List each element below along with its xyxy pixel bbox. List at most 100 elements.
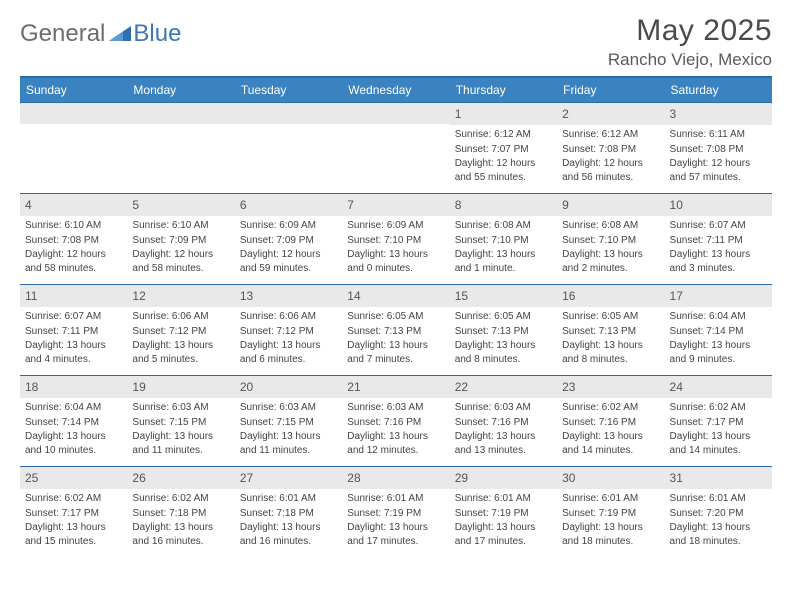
calendar-week: 18Sunrise: 6:04 AMSunset: 7:14 PMDayligh… [20,375,772,466]
day-number: 25 [20,467,127,489]
day-number: 7 [342,194,449,216]
sunset-line: Sunset: 7:14 PM [670,325,767,339]
dow-header: Friday [557,78,664,102]
sunset-line: Sunset: 7:16 PM [562,416,659,430]
sunrise-line: Sunrise: 6:12 AM [562,128,659,142]
day-body: Sunrise: 6:01 AMSunset: 7:20 PMDaylight:… [665,489,772,555]
day-body: Sunrise: 6:07 AMSunset: 7:11 PMDaylight:… [20,307,127,373]
dow-header: Tuesday [235,78,342,102]
day-body: Sunrise: 6:01 AMSunset: 7:18 PMDaylight:… [235,489,342,555]
day-number: 9 [557,194,664,216]
sunset-line: Sunset: 7:13 PM [455,325,552,339]
sunrise-line: Sunrise: 6:05 AM [455,310,552,324]
day-number: 4 [20,194,127,216]
day-cell: 14Sunrise: 6:05 AMSunset: 7:13 PMDayligh… [342,285,449,375]
day-body: Sunrise: 6:03 AMSunset: 7:15 PMDaylight:… [235,398,342,464]
day-number: 24 [665,376,772,398]
daylight-line: Daylight: 13 hours and 8 minutes. [562,339,659,366]
daylight-line: Daylight: 13 hours and 3 minutes. [670,248,767,275]
day-cell: 4Sunrise: 6:10 AMSunset: 7:08 PMDaylight… [20,194,127,284]
day-number: 13 [235,285,342,307]
day-number: 26 [127,467,234,489]
day-number: 16 [557,285,664,307]
day-number: 30 [557,467,664,489]
day-cell: 2 Sunrise: 6:12 AMSunset: 7:08 PMDaylight… [557,103,664,193]
daylight-line: Daylight: 12 hours and 57 minutes. [670,157,767,184]
day-number: 15 [450,285,557,307]
daylight-line: Daylight: 13 hours and 15 minutes. [25,521,122,548]
day-number: 29 [450,467,557,489]
day-number: 27 [235,467,342,489]
day-cell: 16 Sunrise: 6:05 AMSunset: 7:13 PMDayligh… [557,285,664,375]
day-cell: 10Sunrise: 6:07 AMSunset: 7:11 PMDayligh… [665,194,772,284]
day-body: Sunrise: 6:02 AMSunset: 7:16 PMDaylight:… [557,398,664,464]
day-cell: 30Sunrise: 6:01 AMSunset: 7:19 PMDayligh… [557,467,664,557]
day-cell [127,103,234,193]
day-body: Sunrise: 6:08 AMSunset: 7:10 PMDaylight:… [450,216,557,282]
sunrise-line: Sunrise: 6:04 AM [25,401,122,415]
day-cell [235,103,342,193]
daylight-line: Daylight: 13 hours and 11 minutes. [240,430,337,457]
day-cell: 21Sunrise: 6:03 AMSunset: 7:16 PMDayligh… [342,376,449,466]
sunrise-line: Sunrise: 6:02 AM [562,401,659,415]
day-cell: 26Sunrise: 6:02 AMSunset: 7:18 PMDayligh… [127,467,234,557]
day-body: Sunrise: 6:06 AMSunset: 7:12 PMDaylight:… [235,307,342,373]
day-number: 1 [450,103,557,125]
day-number: 11 [20,285,127,307]
sunrise-line: Sunrise: 6:11 AM [670,128,767,142]
day-body: Sunrise: 6:10 AMSunset: 7:08 PMDaylight:… [20,216,127,282]
sunrise-line: Sunrise: 6:07 AM [670,219,767,233]
day-cell: 11Sunrise: 6:07 AMSunset: 7:11 PMDayligh… [20,285,127,375]
daylight-line: Daylight: 13 hours and 2 minutes. [562,248,659,275]
daylight-line: Daylight: 12 hours and 55 minutes. [455,157,552,184]
sunset-line: Sunset: 7:08 PM [562,143,659,157]
brand-triangle-icon [109,26,131,44]
day-body: Sunrise: 6:04 AMSunset: 7:14 PMDaylight:… [20,398,127,464]
day-number: 2 [557,103,664,125]
day-body: Sunrise: 6:10 AMSunset: 7:09 PMDaylight:… [127,216,234,282]
day-number: 12 [127,285,234,307]
day-body: Sunrise: 6:03 AMSunset: 7:16 PMDaylight:… [450,398,557,464]
day-cell: 15 Sunrise: 6:05 AMSunset: 7:13 PMDayligh… [450,285,557,375]
day-body: Sunrise: 6:11 AMSunset: 7:08 PMDaylight:… [665,125,772,191]
day-cell: 9Sunrise: 6:08 AMSunset: 7:10 PMDaylight… [557,194,664,284]
daylight-line: Daylight: 13 hours and 16 minutes. [132,521,229,548]
day-cell: 27Sunrise: 6:01 AMSunset: 7:18 PMDayligh… [235,467,342,557]
dow-header-row: SundayMondayTuesdayWednesdayThursdayFrid… [20,78,772,102]
daylight-line: Daylight: 13 hours and 12 minutes. [347,430,444,457]
sunset-line: Sunset: 7:18 PM [240,507,337,521]
daylight-line: Daylight: 13 hours and 8 minutes. [455,339,552,366]
sunset-line: Sunset: 7:19 PM [455,507,552,521]
day-number: 17 [665,285,772,307]
sunrise-line: Sunrise: 6:02 AM [670,401,767,415]
sunrise-line: Sunrise: 6:04 AM [670,310,767,324]
sunrise-line: Sunrise: 6:05 AM [562,310,659,324]
day-cell: 31Sunrise: 6:01 AMSunset: 7:20 PMDayligh… [665,467,772,557]
sunset-line: Sunset: 7:13 PM [562,325,659,339]
sunrise-line: Sunrise: 6:01 AM [670,492,767,506]
day-cell [20,103,127,193]
day-cell: 6Sunrise: 6:09 AMSunset: 7:09 PMDaylight… [235,194,342,284]
day-number [20,103,127,124]
sunset-line: Sunset: 7:19 PM [347,507,444,521]
sunset-line: Sunset: 7:18 PM [132,507,229,521]
sunrise-line: Sunrise: 6:01 AM [347,492,444,506]
daylight-line: Daylight: 13 hours and 9 minutes. [670,339,767,366]
day-body: Sunrise: 6:06 AMSunset: 7:12 PMDaylight:… [127,307,234,373]
sunset-line: Sunset: 7:15 PM [240,416,337,430]
day-number: 18 [20,376,127,398]
sunrise-line: Sunrise: 6:10 AM [25,219,122,233]
calendar-body: 1Sunrise: 6:12 AMSunset: 7:07 PMDaylight… [20,102,772,557]
brand-text-2: Blue [133,20,181,48]
day-cell: 13Sunrise: 6:06 AMSunset: 7:12 PMDayligh… [235,285,342,375]
sunrise-line: Sunrise: 6:01 AM [240,492,337,506]
daylight-line: Daylight: 12 hours and 58 minutes. [132,248,229,275]
day-cell: 8Sunrise: 6:08 AMSunset: 7:10 PMDaylight… [450,194,557,284]
sunset-line: Sunset: 7:20 PM [670,507,767,521]
day-number: 5 [127,194,234,216]
sunset-line: Sunset: 7:13 PM [347,325,444,339]
calendar-week: 11Sunrise: 6:07 AMSunset: 7:11 PMDayligh… [20,284,772,375]
day-number: 31 [665,467,772,489]
daylight-line: Daylight: 12 hours and 56 minutes. [562,157,659,184]
day-number [235,103,342,124]
